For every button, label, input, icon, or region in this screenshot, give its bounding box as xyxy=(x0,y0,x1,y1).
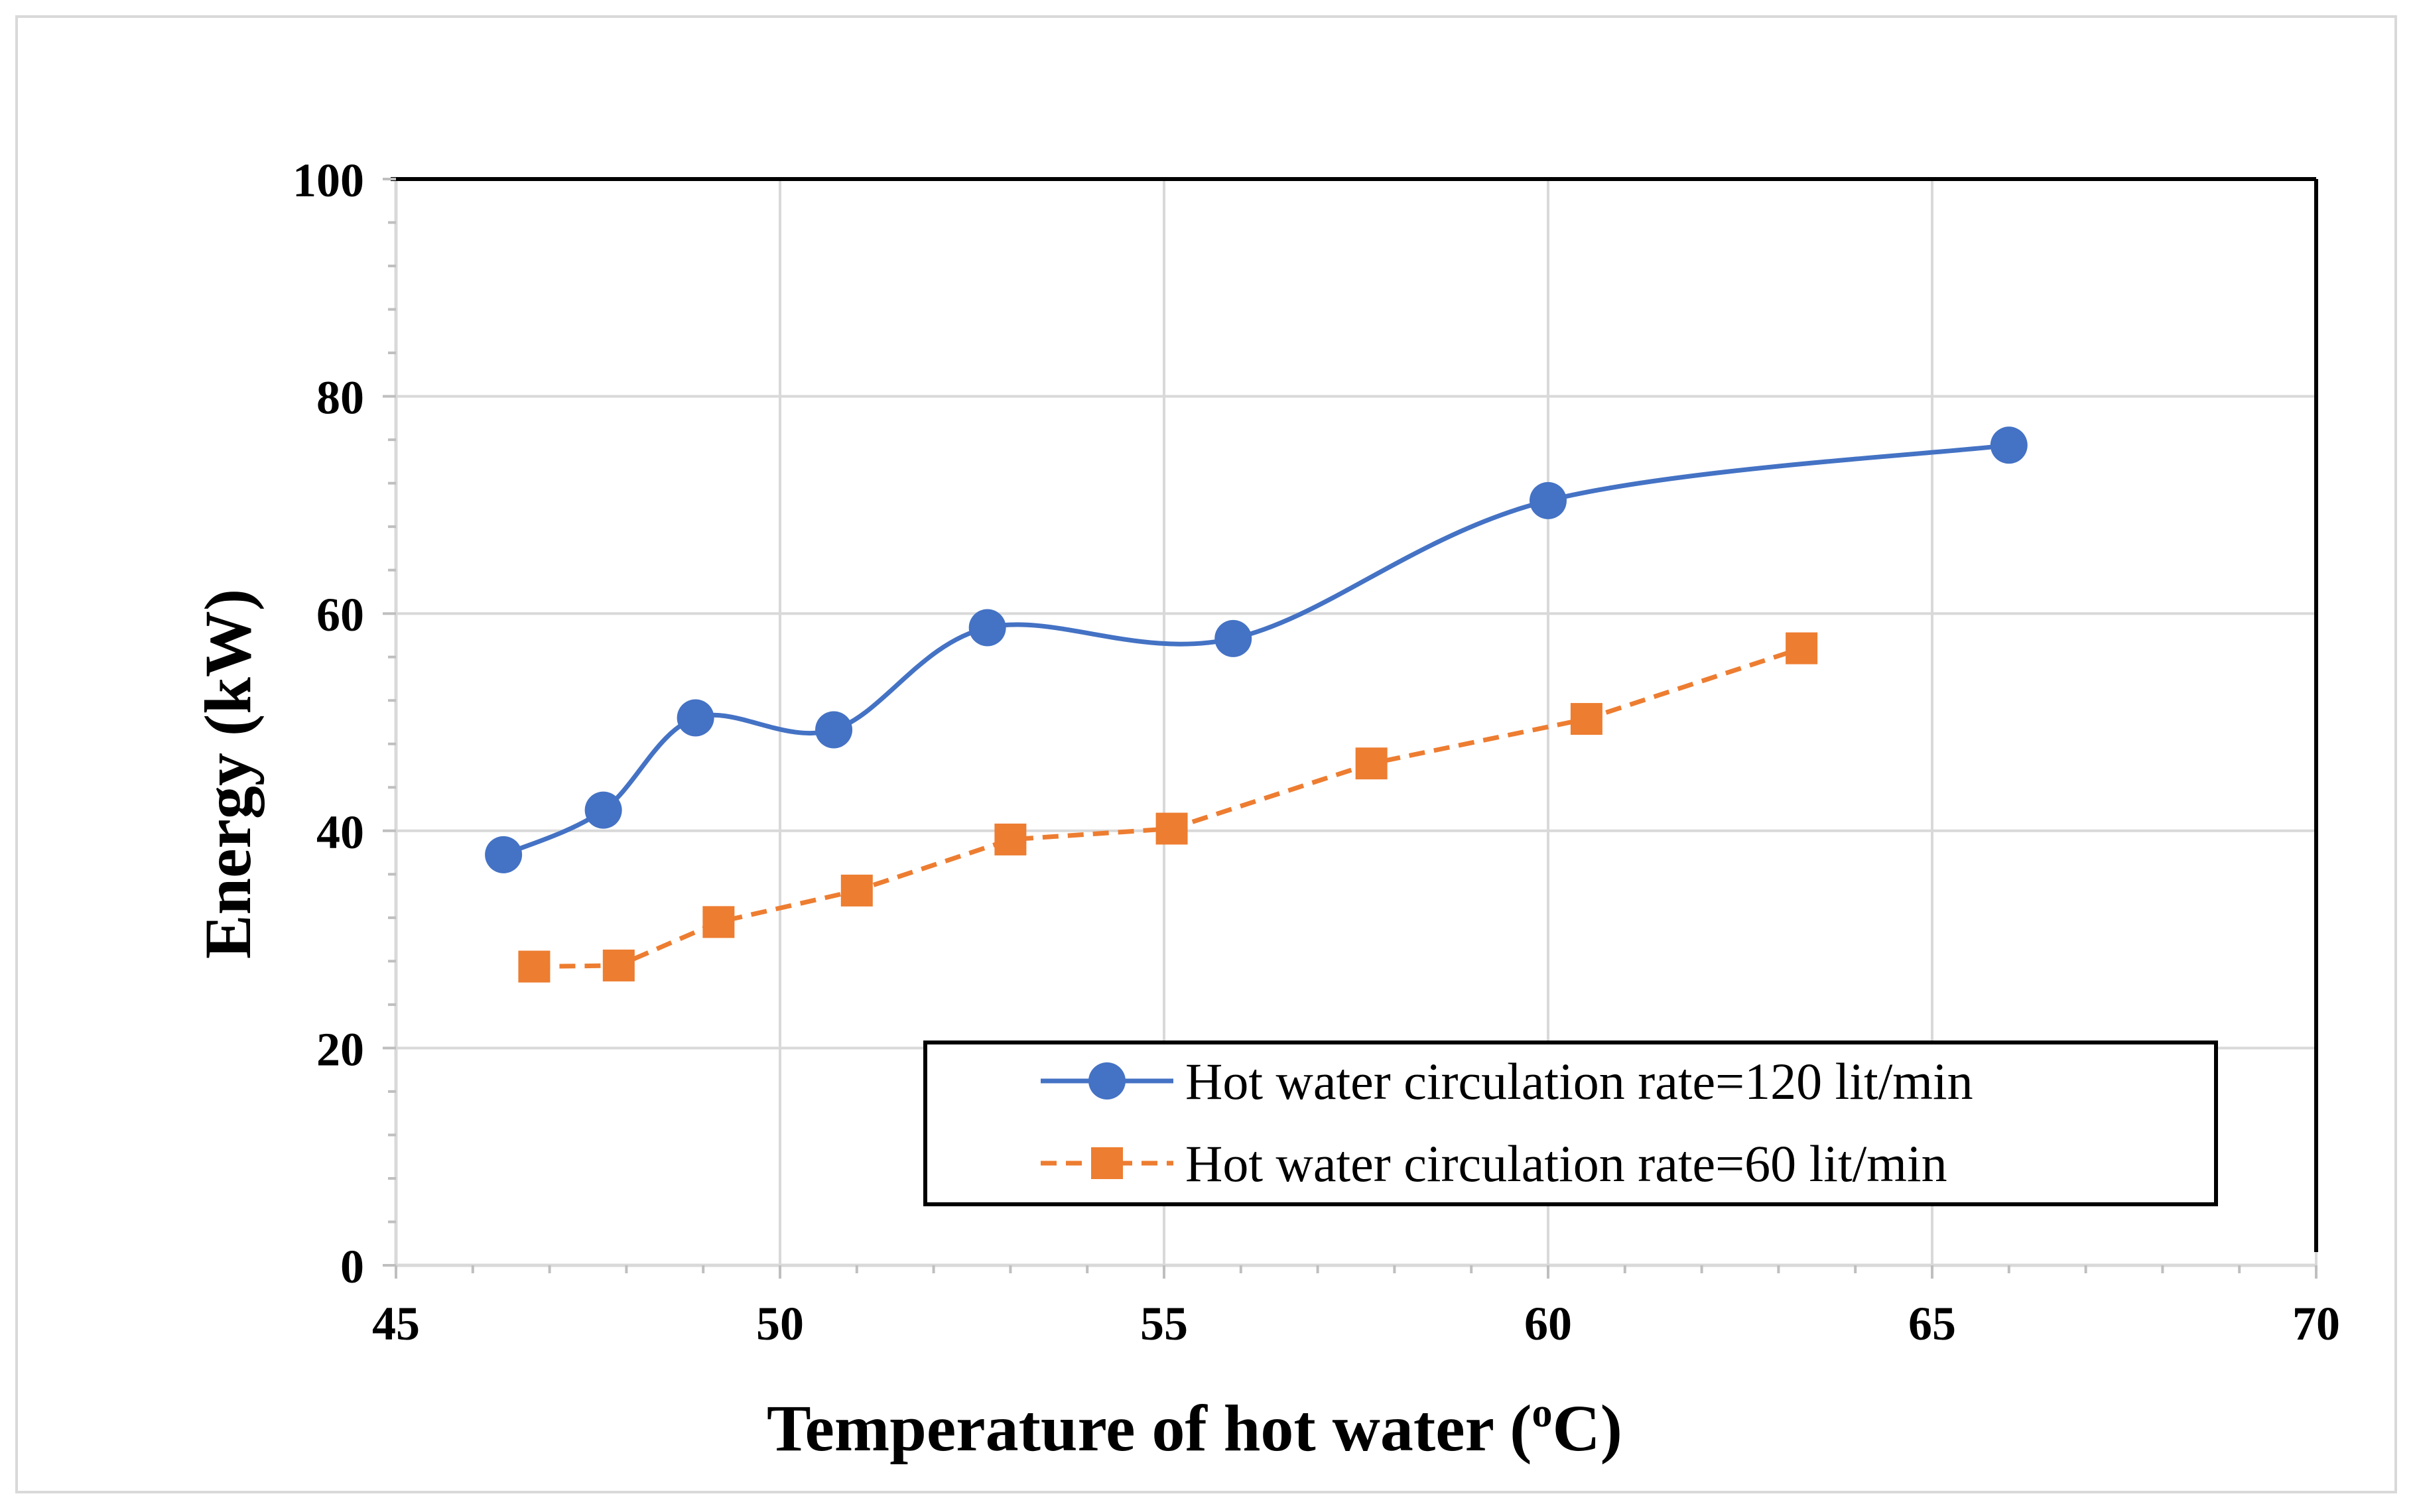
series-line-120 xyxy=(502,442,2010,857)
data-point-60 xyxy=(702,906,735,938)
data-point-60 xyxy=(1355,747,1388,780)
legend-marker-120 xyxy=(1088,1062,1126,1100)
data-point-120 xyxy=(1214,619,1252,657)
x-axis-title-superscript: o xyxy=(1532,1391,1552,1436)
legend-box xyxy=(923,1040,2218,1206)
data-point-60 xyxy=(602,949,635,981)
x-axis-title-main: Temperature of hot water ( xyxy=(767,1391,1532,1465)
x-tick-label: 45 xyxy=(372,1297,420,1350)
data-point-120 xyxy=(677,699,714,737)
y-axis-title: Energy (kW) xyxy=(191,589,265,959)
data-point-120 xyxy=(1530,481,1567,519)
y-tick-label: 20 xyxy=(316,1023,364,1076)
legend-marker-60 xyxy=(1091,1147,1123,1179)
chart-frame: 45 50 55 60 65 70 0 20 40 60 80 100 Hot water circu… xyxy=(15,15,2397,1493)
x-axis-title-end: C) xyxy=(1552,1391,1622,1465)
legend-label-120: Hot water circulation rate=120 lit/min xyxy=(1185,1052,1973,1110)
data-point-60 xyxy=(1570,703,1602,735)
data-point-60 xyxy=(1155,812,1188,845)
series-line-60 xyxy=(534,646,1803,970)
series-layer xyxy=(485,426,2028,983)
x-tick-label: 55 xyxy=(1140,1297,1188,1350)
legend-label-60: Hot water circulation rate=60 lit/min xyxy=(1185,1135,1947,1192)
data-point-120 xyxy=(968,609,1006,647)
x-tick-label: 60 xyxy=(1524,1297,1572,1350)
data-point-60 xyxy=(1786,632,1818,664)
data-point-120 xyxy=(584,791,622,829)
data-point-60 xyxy=(840,874,873,907)
data-point-120 xyxy=(815,711,853,749)
y-tick-label: 100 xyxy=(293,154,364,207)
y-tick-label: 80 xyxy=(316,371,364,424)
axes: 45 50 55 60 65 70 0 20 40 60 80 100 xyxy=(293,154,2340,1350)
x-tick-label: 70 xyxy=(2292,1297,2340,1350)
data-point-120 xyxy=(1990,426,2028,464)
data-point-60 xyxy=(994,823,1027,855)
y-tick-label: 40 xyxy=(316,806,364,859)
y-tick-label: 0 xyxy=(340,1240,364,1293)
legend: Hot water circulation rate=120 lit/min H… xyxy=(923,1040,2218,1206)
y-tick-label: 60 xyxy=(316,588,364,641)
data-point-60 xyxy=(518,950,551,983)
chart-svg: 45 50 55 60 65 70 0 20 40 60 80 100 Hot water circu… xyxy=(191,154,2340,1465)
x-tick-label: 50 xyxy=(756,1297,804,1350)
x-tick-label: 65 xyxy=(1908,1297,1956,1350)
data-point-120 xyxy=(485,836,523,873)
x-axis-title: Temperature of hot water (oC) xyxy=(767,1391,1622,1465)
